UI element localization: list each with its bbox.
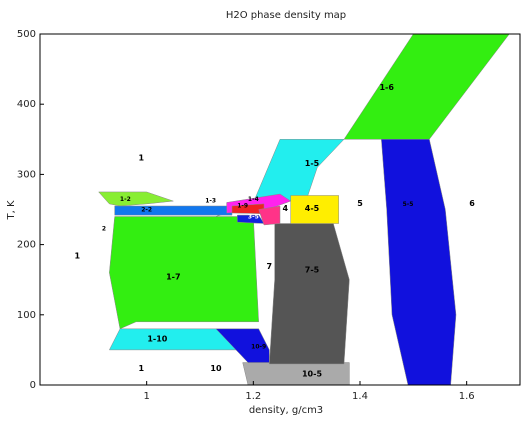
region-label: 1-10	[147, 334, 167, 343]
region-label: 6	[469, 199, 475, 208]
y-tick-label: 300	[17, 169, 36, 180]
region-fill-1-2	[98, 191, 174, 207]
x-axis-label: density, g/cm3	[249, 405, 323, 416]
region-label: 10	[210, 364, 222, 373]
region-label: 3-5	[248, 214, 259, 221]
region-label: 5	[357, 199, 363, 208]
y-tick-label: 500	[17, 29, 36, 40]
region-label: 1-4	[248, 196, 259, 203]
region-fill-1-7	[109, 216, 259, 330]
y-tick-label: 0	[30, 380, 36, 391]
region-label: 10-9	[251, 343, 266, 350]
region-fill-1-6	[343, 33, 510, 140]
region-label: 1-9	[237, 202, 248, 209]
region-fill-7-5	[269, 223, 350, 365]
region-label: 2-2	[141, 207, 152, 214]
region-fill-10-5	[242, 362, 350, 386]
y-axis: 0 100 200 300 400 500	[17, 29, 44, 391]
region-label: 7	[267, 262, 273, 271]
region-label: 1-2	[120, 196, 131, 203]
region-label: 5-5	[403, 201, 414, 208]
x-tick-label: 1	[143, 391, 149, 402]
plot-area: 1-6 1-5 1 1 1-2 2-2 2 1-3 1-7 1-10 1 10 10-5 10-9 7 7-5…	[39, 33, 521, 386]
region-fill-pink	[258, 205, 281, 226]
y-tick-label: 400	[17, 99, 36, 110]
region-label: 1	[75, 252, 81, 261]
phase-regions	[98, 33, 510, 386]
y-axis-label: T, K	[6, 200, 17, 220]
x-axis: 1 1.2 1.4 1.6	[143, 381, 475, 402]
x-tick-label: 1.2	[245, 391, 261, 402]
x-tick-label: 1.4	[352, 391, 368, 402]
region-fill-5-5	[381, 139, 457, 386]
x-tick-label: 1.6	[459, 391, 475, 402]
region-label: 1	[139, 364, 145, 373]
region-label: 2	[102, 226, 106, 233]
region-fill-4-5	[290, 195, 339, 224]
region-label: 4-5	[305, 204, 320, 213]
region-label: 1	[139, 153, 145, 162]
y-tick-label: 100	[17, 310, 36, 321]
y-tick-label: 200	[17, 240, 36, 251]
region-label: 7-5	[305, 266, 320, 275]
plot-frame	[39, 33, 521, 386]
region-label: 1-7	[166, 273, 180, 282]
region-label: 1-6	[379, 83, 394, 92]
region-fill-2-2	[114, 205, 233, 216]
chart-title: H2O phase density map	[226, 10, 346, 21]
region-fill-10-b	[215, 328, 270, 363]
region-labels: 1-6 1-5 1 1 1-2 2-2 2 1-3 1-7 1-10 1 10 10-5 10-9 7 7-5…	[75, 83, 476, 378]
region-label: 4	[283, 204, 289, 213]
region-label: 1-3	[205, 197, 216, 204]
region-label: 1-5	[305, 159, 320, 168]
region-label: 10-5	[302, 370, 322, 379]
